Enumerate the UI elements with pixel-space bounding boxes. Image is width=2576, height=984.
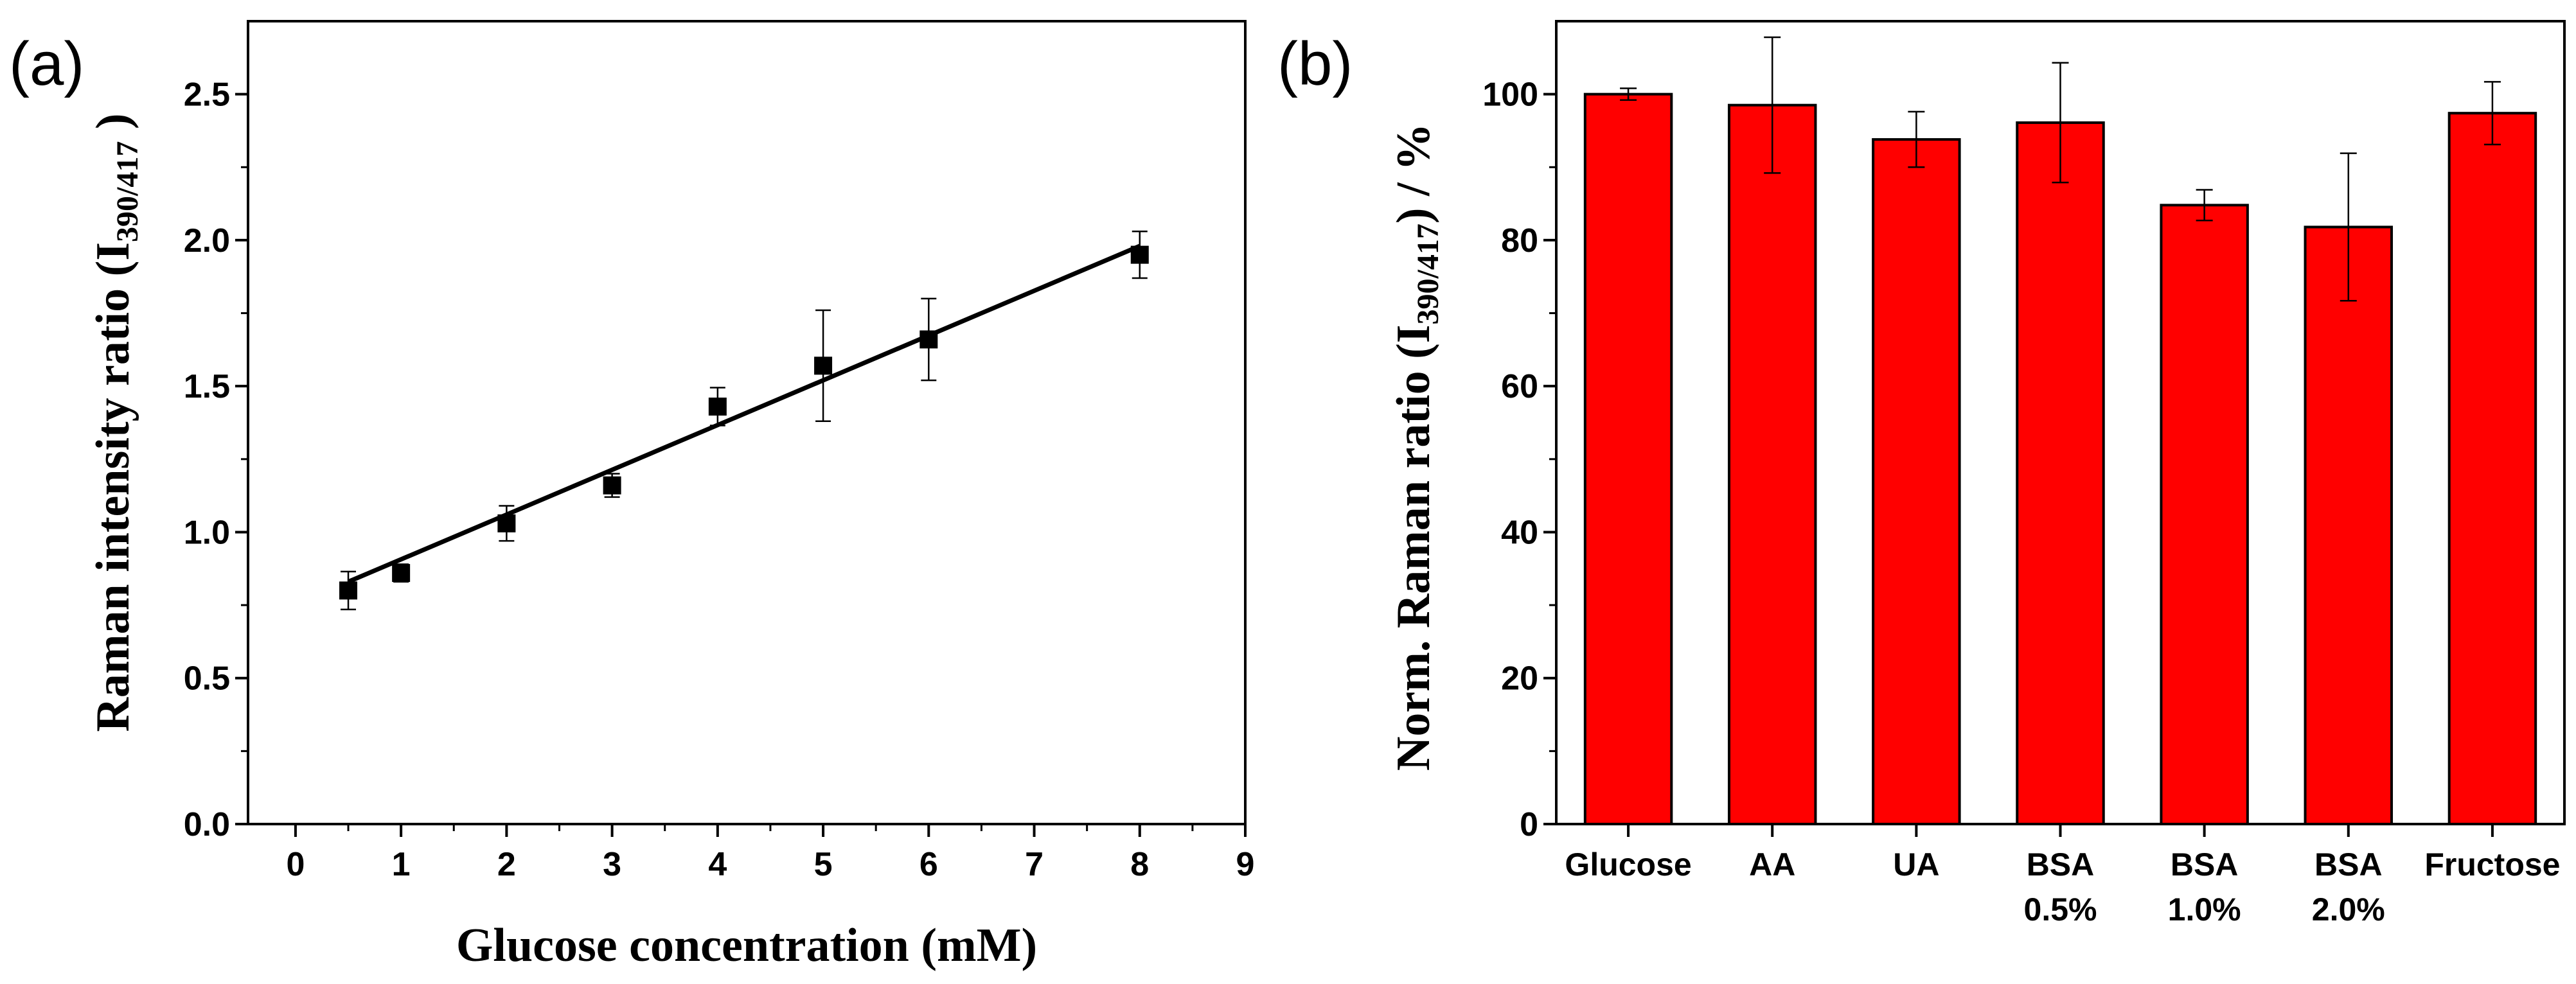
panel-a-fit-line	[347, 243, 1141, 584]
panel-b-y-tick-label: 0	[1520, 806, 1538, 843]
panel-b-y-tick-label: 60	[1501, 368, 1538, 405]
panel-a-data-point	[392, 564, 411, 583]
panel-a-x-tick-label: 7	[1025, 846, 1044, 883]
panel-b-category-label: BSA	[2171, 847, 2239, 883]
panel-a-y-tick-label: 0.0	[184, 806, 230, 843]
panel-a-y-title-end: )	[87, 113, 139, 141]
panel-b-bar	[1727, 103, 1817, 826]
panel-b-y-title-subscript: 390/417	[1411, 224, 1445, 324]
panel-a: (a) 0.0 0.5 1.0 1.5 2.0 2.5 0 1 2 3 4 5 6 7 8 9 Glucos…	[9, 20, 1254, 972]
panel-b-label: (b)	[1277, 30, 1353, 98]
panel-a-data-point	[1130, 245, 1149, 264]
panel-a-data-point	[339, 581, 358, 600]
panel-a-frame	[247, 20, 1247, 825]
panel-b-category-label: BSA	[2027, 847, 2095, 883]
panel-a-x-tick-label: 0	[286, 846, 305, 883]
panel-b-category-label: Fructose	[2424, 847, 2560, 883]
panel-b-category-sublabel: 2.0%	[2312, 892, 2385, 927]
panel-b-bar	[2304, 225, 2394, 826]
panel-a-y-tick-label: 2.5	[184, 76, 230, 114]
panel-a-data-point	[814, 356, 833, 375]
panel-a-y-title-subscript: 390/417	[111, 141, 145, 242]
panel-b-category-label: UA	[1893, 847, 1939, 883]
panel-a-x-tick-label: 6	[919, 846, 938, 883]
panel-b-category-labels: Glucose AA UA BSA 0.5% BSA 1.0% BSA 2.0% Fructose	[1565, 824, 2561, 927]
panel-b-category-label: Glucose	[1565, 847, 1691, 883]
panel-a-data-point	[919, 330, 938, 349]
panel-b-y-axis-title: Norm. Raman ratio (I390/417) / %	[1387, 123, 1445, 771]
panel-a-y-axis-title: Raman intensity ratio (I390/417 )	[87, 113, 145, 732]
panel-b: (b) 0 20 40 60 80 100 Glucose AA UA BSA 0.5% BSA 1.…	[1277, 20, 2566, 927]
panel-b-bars	[1583, 36, 2537, 826]
panel-a-y-tick-label: 1.5	[184, 368, 230, 405]
panel-b-y-title-main: Norm. Raman ratio (I	[1387, 324, 1440, 771]
panel-b-y-title-end: ) / %	[1387, 123, 1440, 224]
panel-a-data-point	[497, 514, 516, 532]
panel-b-bar	[2016, 121, 2105, 825]
panel-a-x-tick-label: 8	[1130, 846, 1149, 883]
panel-a-x-tick-label: 4	[708, 846, 727, 883]
panel-b-bar	[2160, 204, 2249, 825]
panel-a-y-ticks: 0.0 0.5 1.0 1.5 2.0 2.5	[184, 76, 248, 843]
panel-b-y-tick-label: 100	[1482, 76, 1538, 114]
panel-b-category-label: AA	[1749, 847, 1795, 883]
panel-b-bar	[2447, 112, 2537, 826]
panel-a-x-ticks: 0 1 2 3 4 5 6 7 8 9	[286, 824, 1254, 883]
panel-a-y-tick-label: 2.0	[184, 222, 230, 259]
panel-b-y-tick-label: 80	[1501, 222, 1538, 259]
panel-a-x-tick-label: 3	[603, 846, 621, 883]
panel-a-x-tick-label: 1	[392, 846, 411, 883]
panel-a-y-title-main: Raman intensity ratio (I	[87, 242, 139, 732]
panel-a-y-tick-label: 0.5	[184, 660, 230, 698]
panel-b-y-ticks: 0 20 40 60 80 100	[1482, 76, 1556, 843]
panel-b-y-tick-label: 40	[1501, 514, 1538, 551]
panel-b-bar	[1872, 138, 1961, 825]
panel-a-y-tick-label: 1.0	[184, 514, 230, 551]
panel-a-fit-line-group	[347, 243, 1141, 584]
panel-b-category-sublabel: 0.5%	[2024, 892, 2097, 927]
panel-a-x-axis-title: Glucose concentration (mM)	[456, 919, 1037, 972]
panel-a-x-tick-label: 9	[1236, 846, 1255, 883]
panel-b-bar	[1583, 92, 1673, 826]
panel-a-data-point	[603, 476, 621, 495]
panel-b-y-tick-label: 20	[1501, 660, 1538, 698]
panel-a-data-point	[708, 398, 727, 416]
panel-a-x-tick-label: 5	[814, 846, 833, 883]
panel-a-x-tick-label: 2	[497, 846, 516, 883]
panel-a-points	[339, 231, 1149, 611]
panel-b-category-label: BSA	[2314, 847, 2383, 883]
panel-a-label: (a)	[9, 30, 84, 98]
panel-b-category-sublabel: 1.0%	[2168, 892, 2241, 927]
